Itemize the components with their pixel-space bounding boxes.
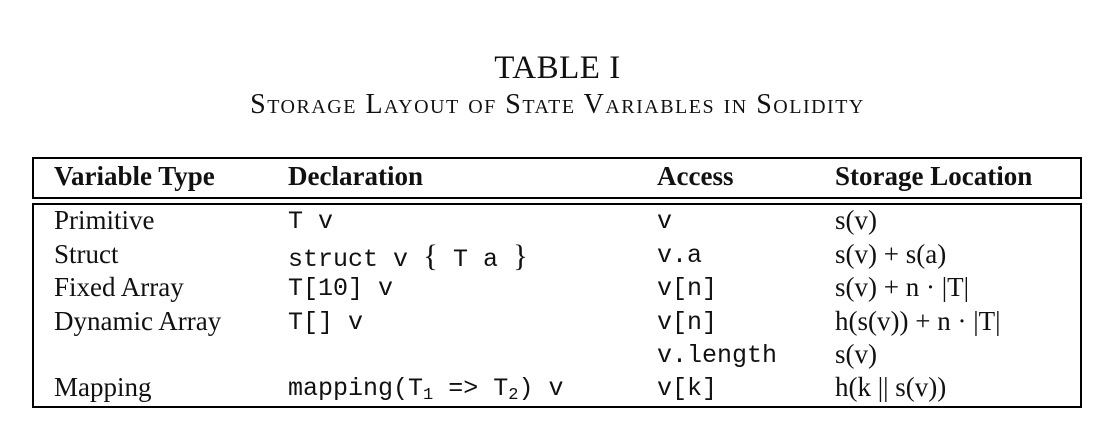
cell-type-struct: Struct	[54, 239, 119, 269]
cell-decl-fixed-array: T[10] v	[288, 274, 394, 303]
header-variable-type: Variable Type	[54, 161, 215, 191]
cell-type-primitive: Primitive	[54, 205, 155, 235]
cell-storage-fixed-array: s(v) + n · |T|	[835, 272, 970, 302]
cell-type-dynamic-array: Dynamic Array	[54, 306, 222, 336]
cell-storage-struct: s(v) + s(a)	[835, 239, 947, 269]
cell-storage-primitive: s(v)	[835, 205, 877, 235]
cell-decl-dynamic-array: T[] v	[288, 308, 364, 337]
cell-access-dynamic-array: v[n]	[657, 308, 718, 337]
cell-type-mapping: Mapping	[54, 372, 152, 402]
cell-type-fixed-array: Fixed Array	[54, 272, 184, 302]
cell-access-length: v.length	[657, 341, 778, 370]
cell-storage-dynamic-array: h(s(v)) + n · |T|	[835, 306, 1001, 336]
cell-storage-length: s(v)	[835, 339, 877, 369]
cell-decl-primitive: T v	[288, 207, 334, 236]
cell-access-struct: v.a	[657, 241, 703, 270]
cell-access-mapping: v[k]	[657, 374, 718, 403]
cell-decl-mapping: mapping(T1 => T2) v	[288, 374, 564, 405]
table-top-rule	[32, 157, 1082, 159]
cell-storage-mapping: h(k || s(v))	[835, 372, 947, 402]
header-declaration: Declaration	[288, 161, 423, 191]
header-access: Access	[657, 161, 734, 191]
table-caption-number: TABLE I	[494, 50, 621, 86]
table-header-rule-1	[32, 197, 1082, 199]
table-header-rule-2	[32, 203, 1082, 205]
header-storage-location: Storage Location	[835, 161, 1033, 191]
cell-access-fixed-array: v[n]	[657, 274, 718, 303]
table-left-border-header	[32, 157, 34, 199]
cell-decl-struct: struct v { T a }	[288, 238, 528, 274]
table-right-border-header	[1080, 157, 1082, 199]
cell-access-primitive: v	[657, 207, 673, 236]
table-bottom-rule	[32, 406, 1082, 408]
table-right-border-body	[1080, 203, 1082, 408]
table-caption-title: Storage Layout of State Variables in Sol…	[250, 89, 865, 120]
table-left-border-body	[32, 203, 34, 408]
